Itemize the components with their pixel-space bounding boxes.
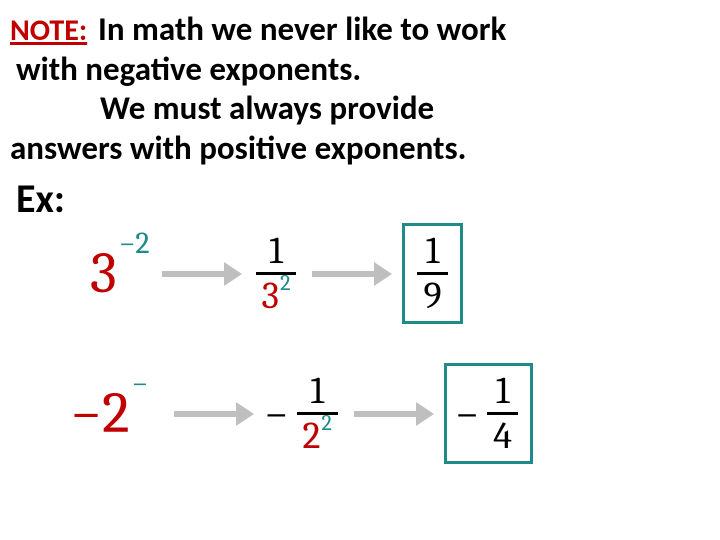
- ex2-exponent: −: [132, 366, 149, 401]
- arrow-icon: [156, 239, 246, 309]
- ex1-step-fraction: 1 32: [256, 230, 297, 317]
- ex1-exponent: −2: [119, 226, 150, 261]
- example-label: Ex:: [16, 174, 710, 223]
- ex2-answer-numerator: 1: [490, 370, 516, 412]
- arrow-head: [416, 402, 434, 426]
- ex2-answer-box: − 1 4: [444, 363, 533, 464]
- ex1-answer-denominator: 9: [417, 275, 447, 317]
- ex1-step-den-exp: 2: [280, 270, 290, 296]
- ex2-answer-denominator: 4: [487, 415, 518, 457]
- note-line-2: with negative exponents.: [16, 50, 710, 90]
- arrow-line: [174, 411, 240, 417]
- ex1-answer-box: 1 9: [402, 223, 462, 324]
- ex2-leading-sign: −: [70, 380, 102, 447]
- ex1-step-numerator: 1: [263, 230, 289, 272]
- arrow-head: [374, 262, 392, 286]
- note-label: NOTE:: [10, 12, 87, 49]
- ex1-step-den-base: 3: [262, 274, 280, 318]
- arrow-line: [312, 271, 378, 277]
- arrow-line: [354, 411, 420, 417]
- ex1-answer-fraction: 1 9: [417, 230, 447, 317]
- ex2-answer-sign: −: [455, 388, 479, 439]
- example-2: − 2 − − 1 22 − 1 4: [70, 363, 533, 464]
- ex1-answer-numerator: 1: [420, 230, 446, 272]
- ex2-step-den-base: 2: [303, 414, 321, 458]
- note-line-4: answers with positive exponents.: [10, 129, 710, 169]
- arrow-icon: [306, 239, 396, 309]
- arrow-head: [224, 262, 242, 286]
- ex2-step-fraction: 1 22: [297, 370, 338, 457]
- arrow-icon: [348, 379, 438, 449]
- ex1-base: 3: [90, 240, 117, 307]
- ex2-step-den-exp: 2: [321, 410, 331, 436]
- arrow-icon: [168, 379, 258, 449]
- arrow-head: [236, 402, 254, 426]
- ex2-step-sign: −: [264, 388, 288, 439]
- math-area: 3 −2 1 32 1 9 − 2 −: [10, 223, 710, 503]
- ex2-base: 2: [102, 380, 129, 447]
- ex1-step-denominator: 32: [256, 275, 297, 317]
- note-line-1: In math we never like to work: [98, 9, 506, 49]
- ex2-answer-fraction: 1 4: [487, 370, 518, 457]
- example-1: 3 −2 1 32 1 9: [90, 223, 463, 324]
- arrow-line: [162, 271, 228, 277]
- ex2-step-numerator: 1: [304, 370, 330, 412]
- ex2-step-denominator: 22: [297, 415, 338, 457]
- note-line-3: We must always provide: [10, 89, 710, 129]
